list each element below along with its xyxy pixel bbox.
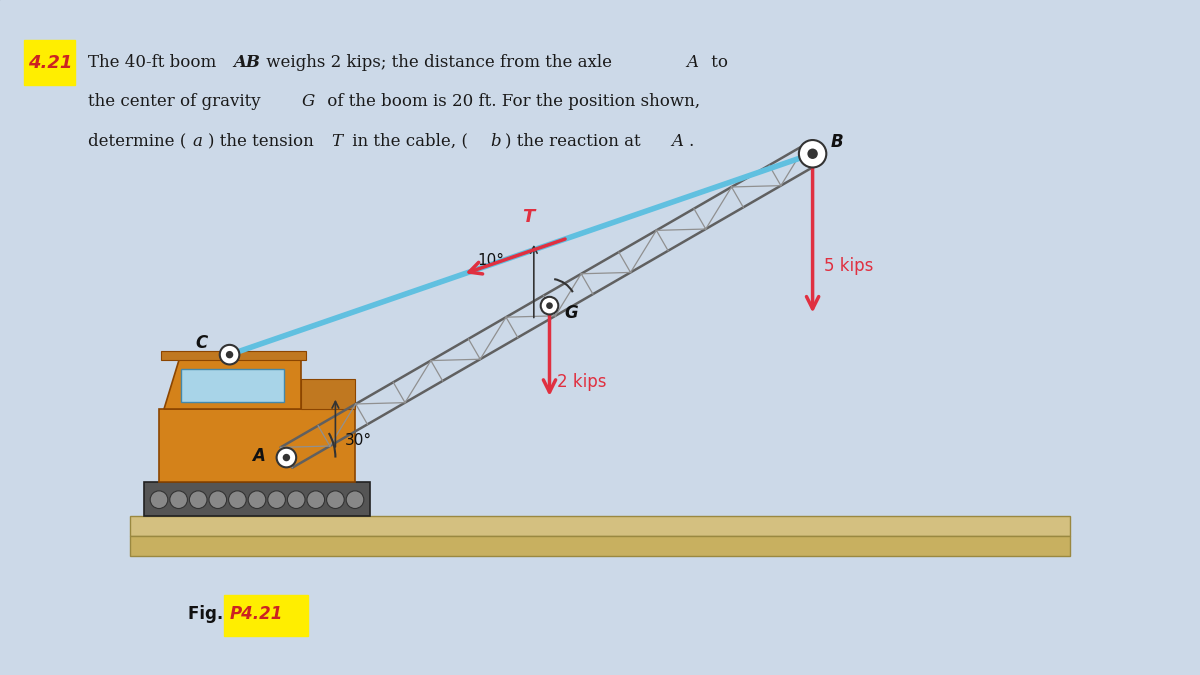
Text: P4.21: P4.21: [229, 605, 283, 623]
Text: ) the tension: ) the tension: [208, 132, 319, 149]
Circle shape: [287, 491, 305, 508]
Text: determine (: determine (: [89, 132, 187, 149]
Circle shape: [220, 345, 239, 364]
Circle shape: [276, 448, 296, 467]
Circle shape: [228, 491, 246, 508]
Text: A: A: [672, 132, 684, 149]
Circle shape: [190, 491, 208, 508]
Circle shape: [346, 491, 364, 508]
Circle shape: [268, 491, 286, 508]
Text: 4.21: 4.21: [28, 53, 72, 72]
Polygon shape: [144, 482, 370, 516]
FancyBboxPatch shape: [223, 595, 308, 636]
Text: .: .: [689, 132, 694, 149]
FancyBboxPatch shape: [24, 40, 74, 85]
Polygon shape: [130, 516, 1070, 536]
Text: G: G: [564, 304, 578, 323]
Text: G: G: [302, 93, 316, 110]
Text: of the boom is 20 ft. For the position shown,: of the boom is 20 ft. For the position s…: [322, 93, 700, 110]
Text: b: b: [491, 132, 500, 149]
Circle shape: [150, 491, 168, 508]
Text: ) the reaction at: ) the reaction at: [505, 132, 646, 149]
Text: 5 kips: 5 kips: [824, 257, 874, 275]
Polygon shape: [161, 351, 306, 360]
Circle shape: [169, 491, 187, 508]
Polygon shape: [130, 536, 1070, 556]
Text: T: T: [331, 132, 343, 149]
Circle shape: [307, 491, 325, 508]
Polygon shape: [301, 379, 355, 408]
Text: a: a: [192, 132, 202, 149]
Text: A: A: [686, 54, 698, 71]
Text: B: B: [830, 133, 842, 151]
Text: The 40-ft boom: The 40-ft boom: [89, 54, 222, 71]
Circle shape: [808, 148, 818, 159]
Text: 10°: 10°: [478, 253, 504, 269]
Circle shape: [283, 454, 290, 461]
Text: C: C: [196, 334, 208, 352]
Circle shape: [799, 140, 827, 167]
Polygon shape: [180, 369, 284, 402]
Text: 2 kips: 2 kips: [557, 373, 607, 391]
Polygon shape: [158, 408, 355, 482]
Circle shape: [226, 351, 233, 358]
Text: weighs 2 kips; the distance from the axle: weighs 2 kips; the distance from the axl…: [260, 54, 617, 71]
Polygon shape: [164, 360, 301, 408]
Circle shape: [541, 297, 558, 315]
Text: in the cable, (: in the cable, (: [347, 132, 468, 149]
Circle shape: [248, 491, 266, 508]
Text: AB: AB: [234, 54, 260, 71]
Text: to: to: [706, 54, 728, 71]
Circle shape: [326, 491, 344, 508]
Circle shape: [546, 302, 553, 309]
Text: T: T: [522, 208, 534, 225]
Circle shape: [209, 491, 227, 508]
Text: the center of gravity: the center of gravity: [89, 93, 266, 110]
Text: 30°: 30°: [346, 433, 372, 448]
Text: Fig.: Fig.: [188, 605, 229, 623]
Text: A: A: [252, 447, 265, 464]
